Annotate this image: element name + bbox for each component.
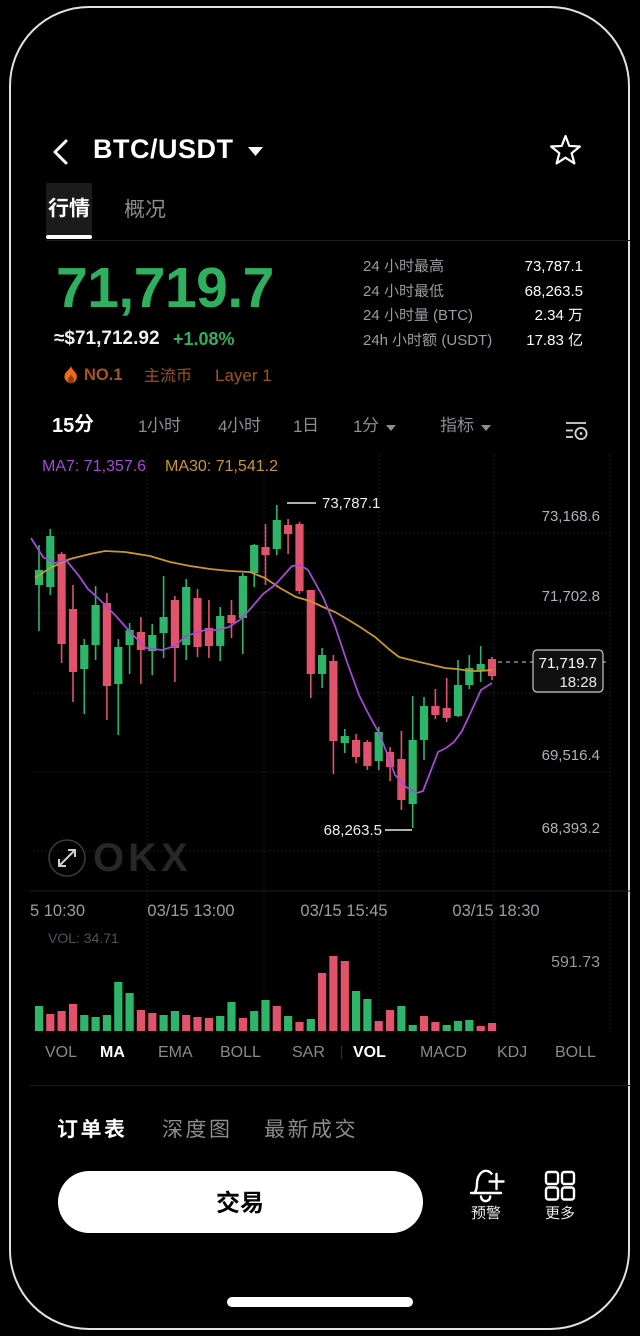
svg-text:73,168.6: 73,168.6	[542, 508, 600, 525]
svg-text:69,516.4: 69,516.4	[542, 747, 600, 764]
svg-text:73,787.1: 73,787.1	[322, 495, 380, 512]
svg-text:03/15 15:45: 03/15 15:45	[300, 902, 387, 920]
svg-text:03/15 18:30: 03/15 18:30	[452, 902, 539, 920]
svg-text:71,702.8: 71,702.8	[542, 588, 600, 605]
svg-text:68,263.5: 68,263.5	[324, 822, 382, 839]
svg-text:OKX: OKX	[93, 836, 192, 880]
svg-text:03/15 13:00: 03/15 13:00	[147, 902, 234, 920]
svg-text:68,393.2: 68,393.2	[542, 820, 600, 837]
svg-text:5 10:30: 5 10:30	[30, 902, 85, 920]
svg-text:591.73: 591.73	[551, 954, 600, 971]
svg-text:18:28: 18:28	[559, 674, 597, 691]
svg-text:71,719.7: 71,719.7	[539, 655, 597, 672]
